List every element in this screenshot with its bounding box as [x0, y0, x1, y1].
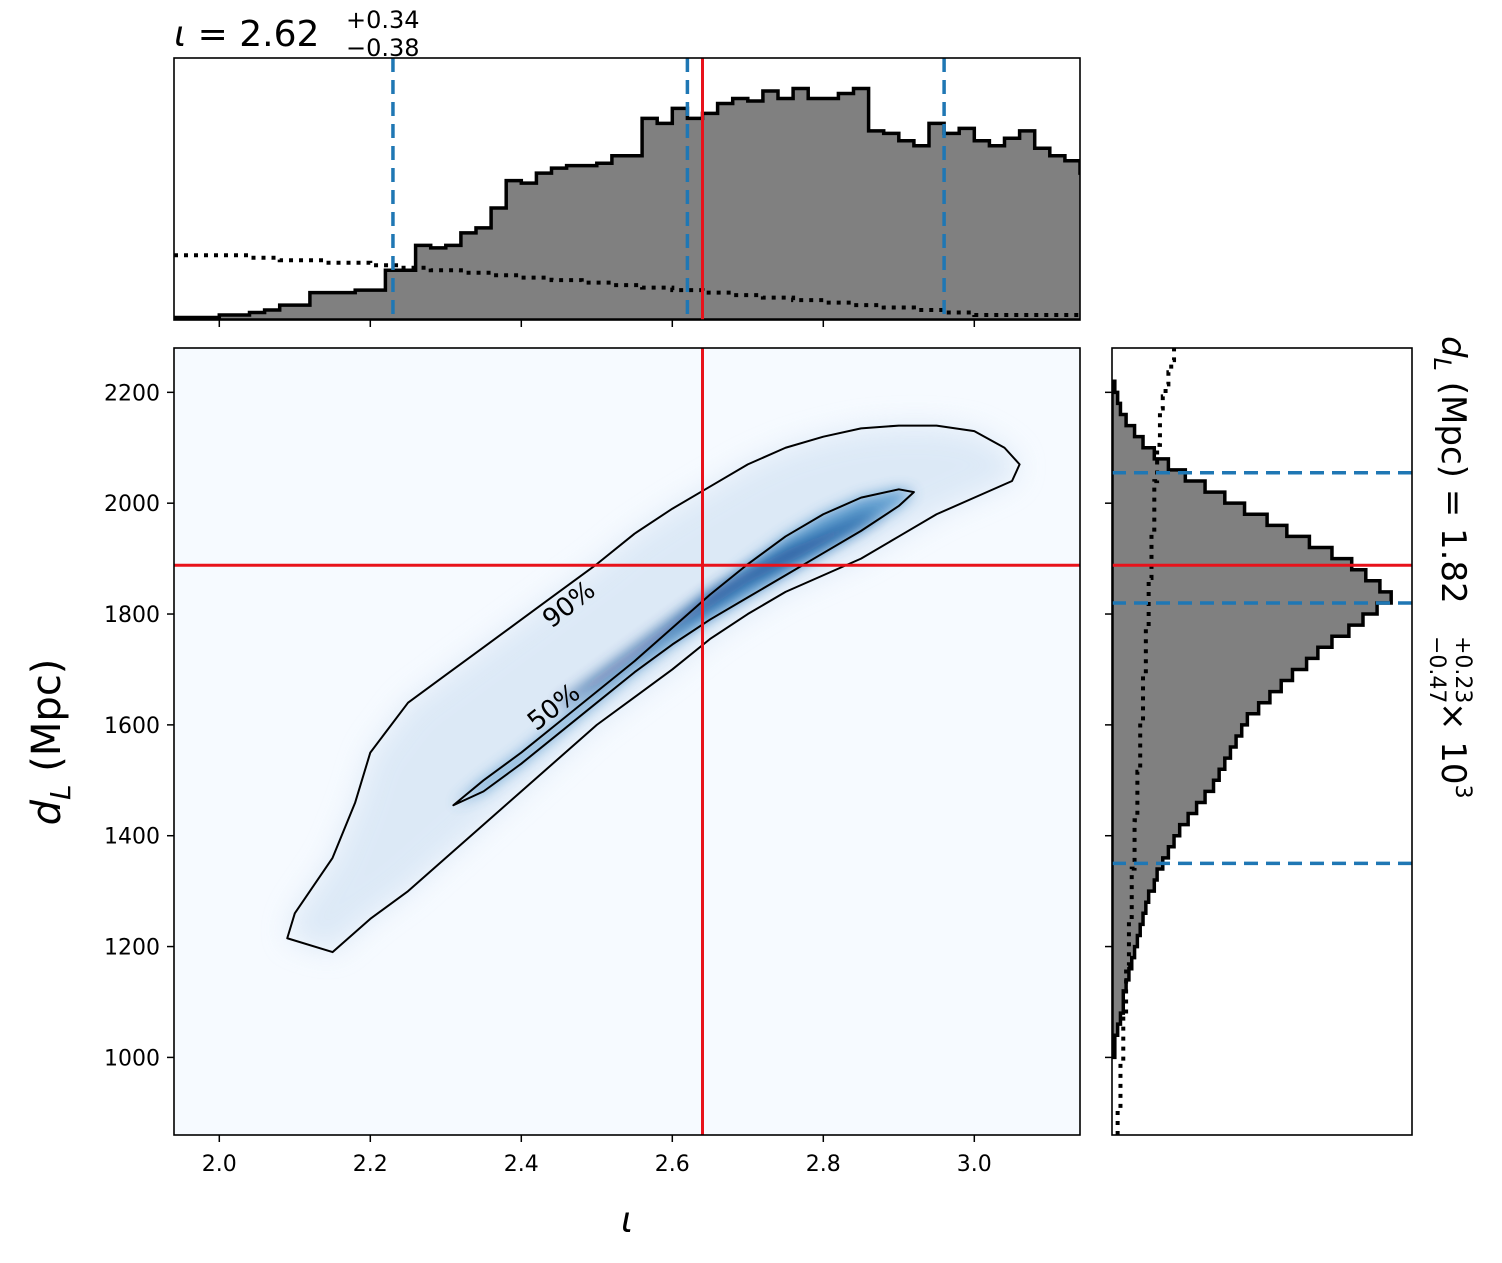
y-axis-label: dL (Mpc) [24, 659, 77, 826]
top-panel-frame [173, 57, 1081, 321]
right-posterior-histogram [1112, 379, 1393, 1060]
x-tick-label: 3.0 [957, 1152, 992, 1177]
density-core [559, 511, 884, 709]
svg-text:× 103: × 103 [1433, 702, 1475, 799]
right-panel-frame [1111, 347, 1413, 1136]
prior-histogram [174, 253, 1080, 318]
right-title: dL (Mpc) = 1.82 +0.23 −0.47 × 103 [1424, 336, 1475, 799]
svg-text:dL (Mpc) = 1.82: dL (Mpc) = 1.82 [1428, 336, 1473, 604]
top-title-plus: +0.34 [346, 6, 420, 34]
density-outer [287, 425, 1020, 953]
right-marginal-panel [1112, 348, 1412, 1135]
x-tick-label: 2.2 [353, 1152, 388, 1177]
top-marginal-panel [174, 58, 1080, 320]
posterior-histogram [174, 86, 1080, 320]
right-title-minus: −0.47 [1424, 636, 1449, 703]
right-title-plus: +0.23 [1450, 636, 1475, 703]
y-tick-label: 1200 [104, 936, 160, 961]
y-tick-label: 1000 [104, 1046, 160, 1071]
contour-90pct [286, 424, 1021, 954]
y-tick-label: 2000 [104, 492, 160, 517]
y-tick-label: 2200 [104, 381, 160, 406]
y-tick-label: 1400 [104, 825, 160, 850]
top-title: ι = 2.62 [174, 14, 319, 55]
x-tick-label: 2.4 [504, 1152, 539, 1177]
x-tick-label: 2.8 [806, 1152, 841, 1177]
density-mid [453, 489, 914, 806]
x-tick-label: 2.0 [202, 1152, 237, 1177]
x-axis-label: ι [621, 1200, 633, 1241]
main-panel-frame [173, 347, 1081, 1136]
y-tick-label: 1800 [104, 603, 160, 628]
x-tick-label: 2.6 [655, 1152, 690, 1177]
axes-ticks: 2.0 2.2 2.4 2.6 2.8 3.0 1000 1200 1400 1600 1800 20… [104, 320, 1112, 1177]
y-tick-label: 1600 [104, 714, 160, 739]
right-prior-histogram [1115, 348, 1177, 1135]
contour-50pct [452, 488, 915, 807]
joint-posterior-panel: 50%90% [174, 348, 1080, 1135]
